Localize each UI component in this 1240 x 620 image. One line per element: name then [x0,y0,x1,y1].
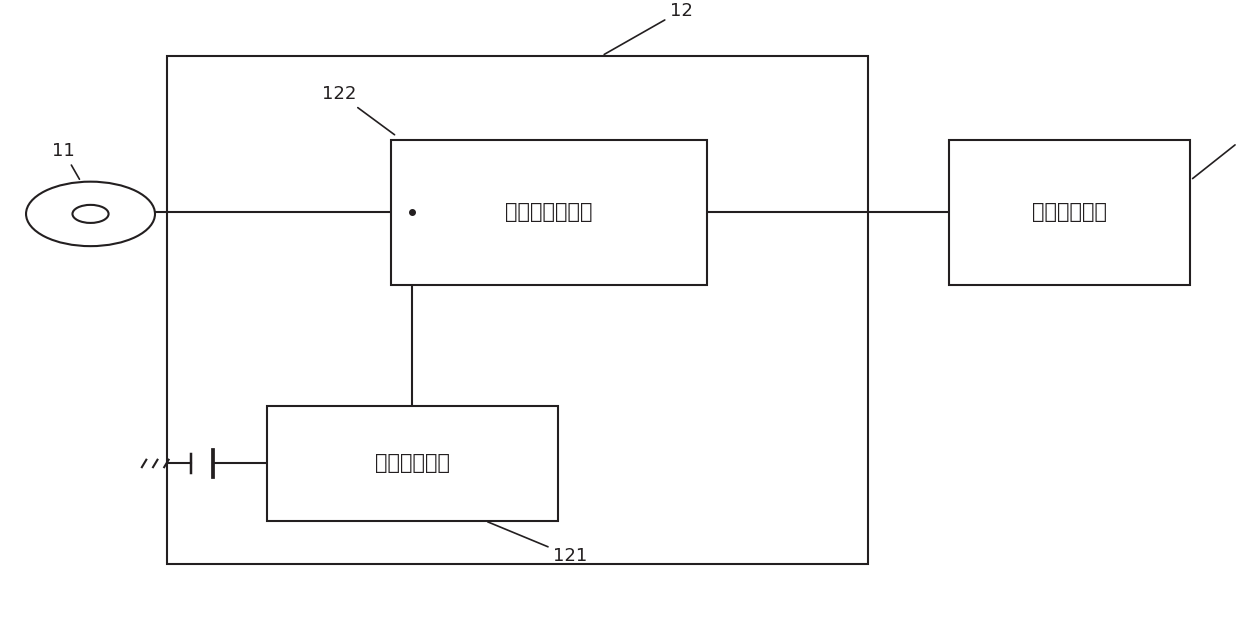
Text: 11: 11 [52,142,79,179]
Text: 121: 121 [487,522,588,565]
Text: 低频过滤元器件: 低频过滤元器件 [505,202,593,223]
Text: 射频电路模块: 射频电路模块 [1032,202,1107,223]
Text: 低频导出电路: 低频导出电路 [374,453,450,474]
Text: 12: 12 [604,1,693,55]
Bar [167,56,868,564]
Bar [267,406,558,521]
Text: 122: 122 [322,85,394,135]
Text: 13: 13 [1193,123,1240,179]
Bar [391,140,707,285]
Bar [949,140,1190,285]
